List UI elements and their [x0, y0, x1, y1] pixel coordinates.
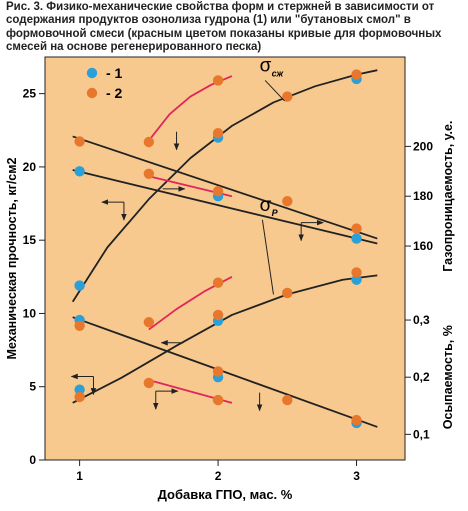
data-point-tensile_strength: [282, 287, 293, 299]
curve-tensile_strength: [72, 274, 378, 404]
y-right-top-tick-label: 160: [413, 239, 433, 253]
data-point-compressive_strength_regenerated: [212, 75, 224, 86]
data-point-compressive_strength: [212, 128, 224, 139]
y-right-bottom-tick-label: 0,2: [413, 370, 430, 384]
figure-caption: Рис. 3. Физико-механические свойства фор…: [6, 1, 442, 54]
sigma-subscript: Р: [272, 208, 279, 218]
data-point-compressive_strength: [351, 69, 362, 80]
curve-gas_permeability_2: [72, 135, 378, 240]
data-point-gas_permeability: [74, 166, 85, 177]
data-point-tensile_strength_regenerated: [143, 317, 155, 328]
y-right-top-axis-title: Газопроницаемость, у.е.: [441, 121, 455, 272]
data-point-tensile_strength: [74, 391, 85, 403]
data-point-compressive_strength: [74, 280, 85, 291]
y-left-tick-label: 5: [29, 380, 36, 394]
axis-labels: Добавка ГПО, мас. % Механическая прочност…: [5, 121, 455, 502]
legend-label: - 2: [106, 85, 123, 101]
data-point-gas_permeability_regenerated: [212, 186, 224, 197]
x-tick-label: 3: [353, 469, 360, 483]
y-left-tick-label: 0: [29, 453, 36, 467]
data-point-gas_permeability: [74, 136, 85, 147]
data-point-compressive_strength: [143, 136, 155, 148]
x-tick-label: 2: [215, 469, 222, 483]
y-right-top-tick-label: 200: [413, 139, 433, 153]
data-point-gas_permeability_regenerated: [143, 168, 155, 179]
plot-frame: [44, 56, 406, 461]
sigma-leader: [264, 80, 285, 102]
data-point-tensile_strength: [351, 267, 362, 278]
data-point-compressive_strength: [282, 91, 293, 102]
y-left-tick-label: 15: [23, 233, 37, 247]
data-point-gas_permeability: [282, 196, 293, 207]
y-right-bottom-tick-label: 0,3: [413, 313, 430, 327]
data-point-friability: [212, 366, 224, 377]
y-right-bottom-axis-title: Осыпаемость, %: [441, 325, 455, 429]
plot-area: [45, 57, 405, 460]
y-left-tick-label: 20: [23, 160, 37, 174]
y-right-bottom-tick-label: 0,1: [413, 427, 430, 441]
data-point-gas_permeability: [351, 223, 362, 234]
data-point-tensile_strength: [74, 384, 85, 395]
sigma-subscript: сж: [272, 69, 284, 79]
sigma-label: σ: [260, 195, 272, 216]
data-point-tensile_strength_regenerated: [212, 277, 224, 288]
legend-marker: [86, 67, 98, 79]
sigma-leader: [261, 219, 274, 295]
data-point-friability_regenerated: [212, 394, 224, 406]
data-point-friability: [351, 414, 362, 426]
data-point-friability_regenerated: [143, 377, 155, 389]
data-point-friability: [74, 320, 85, 331]
x-axis-title: Добавка ГПО, мас. %: [158, 487, 293, 502]
curve-friability: [72, 316, 378, 428]
x-tick-label: 1: [76, 469, 83, 483]
sigma-label: σ: [260, 56, 272, 77]
legend-label: - 1: [106, 65, 123, 81]
data-point-tensile_strength: [351, 274, 362, 285]
y-left-axis-title: Механическая прочность, кг/см2: [5, 158, 19, 360]
data-point-gas_permeability: [351, 233, 362, 244]
legend: - 1- 2: [86, 65, 123, 101]
y-left-tick-label: 10: [23, 306, 37, 320]
data-point-friability: [282, 394, 293, 406]
legend-marker: [86, 87, 98, 99]
curves: [71, 69, 378, 428]
curve-compressive_strength: [71, 69, 378, 303]
y-left-tick-label: 25: [23, 87, 37, 101]
axis-arrows: [70, 131, 324, 412]
annotations: σ сжσ Р: [260, 56, 285, 295]
data-points: [74, 69, 362, 429]
y-right-top-tick-label: 180: [413, 189, 433, 203]
curve-gas_permeability_1: [72, 169, 378, 245]
data-point-tensile_strength: [212, 309, 224, 321]
axes: 1 2 3 0 5 10 15 20 25 160 180 200 0,1 0,2 0,3: [23, 56, 433, 483]
